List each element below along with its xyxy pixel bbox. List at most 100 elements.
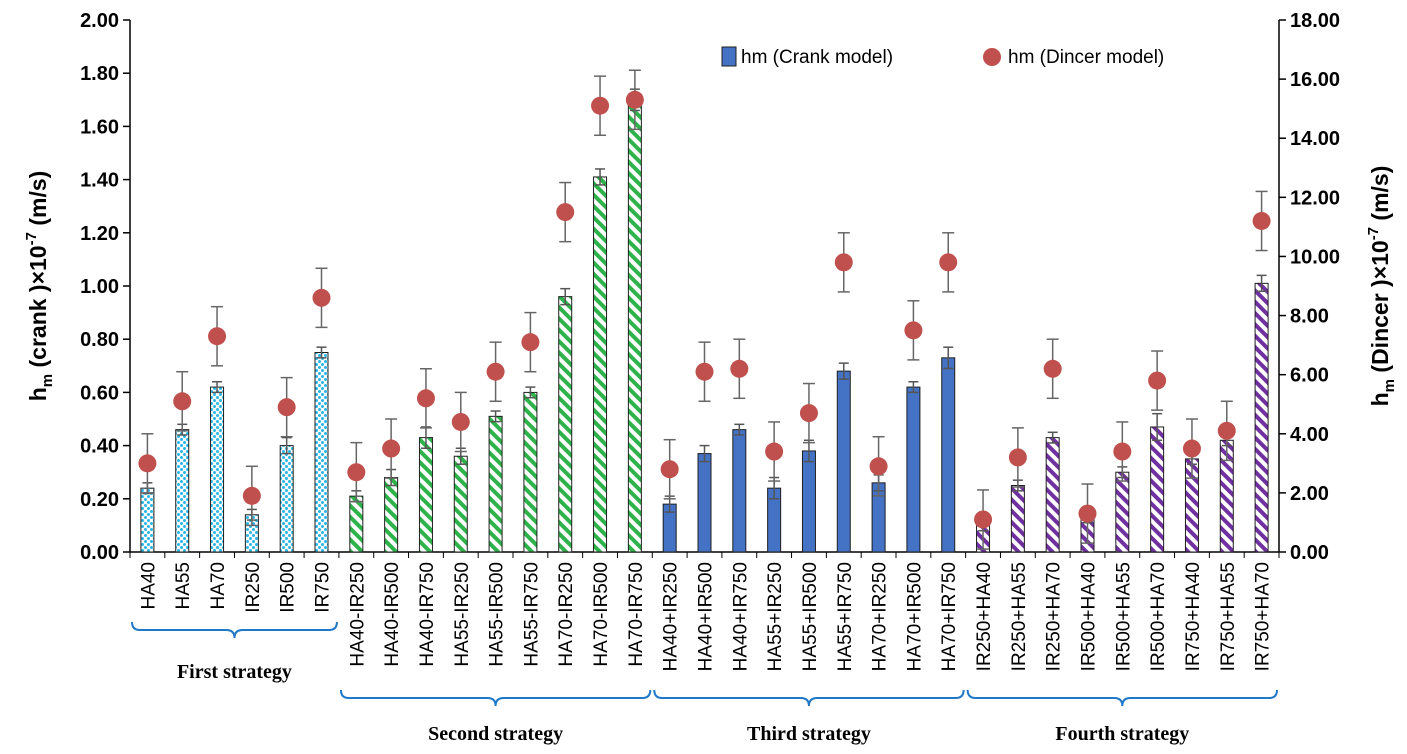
left-tick-label: 0.40 — [80, 436, 119, 458]
category-label: HA70+IR750 — [939, 562, 960, 671]
dot-point — [591, 97, 609, 115]
right-tick-labels: 0.00 2.00 4.00 6.00 8.00 10.00 12.00 14.00 16.00… — [1279, 10, 1340, 564]
category-label: HA55-IR750 — [521, 562, 542, 667]
category-label: IR500+HA55 — [1113, 562, 1134, 671]
dot-point — [1253, 212, 1271, 230]
category-label: HA40-IR500 — [382, 562, 403, 667]
dot-point — [556, 203, 574, 221]
left-tick-labels: 0.00 0.20 0.40 0.60 0.80 1.00 1.20 1.40 1.60 1.80… — [80, 10, 1279, 564]
group-brace — [968, 690, 1277, 706]
category-label: HA55 — [173, 562, 194, 610]
bar — [1255, 283, 1268, 552]
group-label: First strategy — [177, 661, 292, 683]
left-tick-label: 1.00 — [80, 276, 119, 298]
left-tick-label: 2.00 — [80, 10, 119, 32]
left-tick-label: 0.20 — [80, 489, 119, 511]
category-label: HA70+IR500 — [904, 562, 925, 671]
bar — [315, 353, 328, 553]
left-tick-label: 1.80 — [80, 63, 119, 85]
dot-point — [974, 510, 992, 528]
bar — [942, 358, 955, 552]
bar — [733, 430, 746, 552]
dot-point — [208, 327, 226, 345]
bar-series — [141, 100, 1268, 552]
dot-point — [487, 363, 505, 381]
right-tick-label: 2.00 — [1290, 483, 1329, 505]
category-label: HA70-IR250 — [556, 562, 577, 667]
group-brace — [132, 622, 337, 638]
category-label: IR750+HA70 — [1253, 562, 1274, 671]
bar — [280, 446, 293, 552]
legend-bar-swatch — [722, 47, 736, 66]
bar — [1046, 438, 1059, 552]
category-label: HA55-IR250 — [452, 562, 473, 667]
dot-point — [626, 91, 644, 109]
bar — [350, 496, 363, 552]
dot-point — [382, 440, 400, 458]
group-brace — [341, 690, 650, 706]
category-label: HA40-IR250 — [347, 562, 368, 667]
right-tick-label: 18.00 — [1290, 10, 1340, 32]
dot-point — [313, 289, 331, 307]
bar — [141, 488, 154, 552]
bar — [1151, 427, 1164, 552]
dot-point — [452, 413, 470, 431]
category-label: HA40+IR750 — [730, 562, 751, 671]
dot-point — [904, 321, 922, 339]
dot-point — [417, 389, 435, 407]
category-label: IR750+HA40 — [1183, 562, 1204, 671]
bar — [454, 456, 467, 552]
bar — [802, 451, 815, 552]
right-tick-label: 14.00 — [1290, 128, 1340, 150]
category-label: IR500 — [278, 562, 299, 613]
legend-bar-label: hm (Crank model) — [741, 47, 893, 68]
category-label: HA55+IR250 — [765, 562, 786, 671]
bar — [628, 100, 641, 552]
category-label: HA55-IR500 — [487, 562, 508, 667]
category-label: HA40+IR500 — [696, 562, 717, 671]
right-tick-label: 12.00 — [1290, 187, 1340, 209]
right-tick-label: 8.00 — [1290, 306, 1329, 328]
category-labels: HA40 HA55 HA70 IR250 IR500 IR750 HA40-IR250 HA4… — [138, 562, 1273, 671]
category-label: IR750 — [313, 562, 334, 613]
dot-point — [800, 404, 818, 422]
bar — [1116, 472, 1129, 552]
bar — [594, 177, 607, 552]
dot-point — [243, 487, 261, 505]
category-label: HA40+IR250 — [661, 562, 682, 671]
category-label: HA70-IR500 — [591, 562, 612, 667]
dot-point — [939, 253, 957, 271]
bar — [698, 454, 711, 552]
bar — [559, 297, 572, 552]
category-label: HA70-IR750 — [626, 562, 647, 667]
category-label: HA55+IR500 — [800, 562, 821, 671]
left-tick-label: 0.60 — [80, 382, 119, 404]
left-tick-label: 0.80 — [80, 329, 119, 351]
bar — [1011, 486, 1024, 553]
category-label: IR500+HA40 — [1079, 562, 1100, 671]
bar — [837, 371, 850, 552]
left-tick-label: 1.20 — [80, 223, 119, 245]
group-brace — [654, 690, 963, 706]
dot-point — [1218, 422, 1236, 440]
left-tick-label: 1.60 — [80, 116, 119, 138]
chart: 0.00 0.20 0.40 0.60 0.80 1.00 1.20 1.40 1.60 1.80… — [0, 0, 1407, 754]
category-label: HA70 — [208, 562, 229, 610]
group-label: Fourth strategy — [1055, 723, 1189, 745]
category-label: HA40 — [138, 562, 159, 610]
group-label: Second strategy — [428, 723, 563, 745]
category-label: HA55+IR750 — [835, 562, 856, 671]
category-label: HA40-IR750 — [417, 562, 438, 667]
category-label: IR750+HA55 — [1218, 562, 1239, 671]
right-tick-label: 6.00 — [1290, 365, 1329, 387]
dot-point — [1044, 360, 1062, 378]
bar — [907, 387, 920, 552]
category-label: HA70+IR250 — [870, 562, 891, 671]
dot-point — [1183, 440, 1201, 458]
left-tick-label: 1.40 — [80, 170, 119, 192]
category-label: IR250+HA40 — [974, 562, 995, 671]
left-tick-label: 0.00 — [80, 542, 119, 564]
bar — [419, 438, 432, 552]
bar — [489, 416, 502, 552]
bar — [176, 430, 189, 552]
